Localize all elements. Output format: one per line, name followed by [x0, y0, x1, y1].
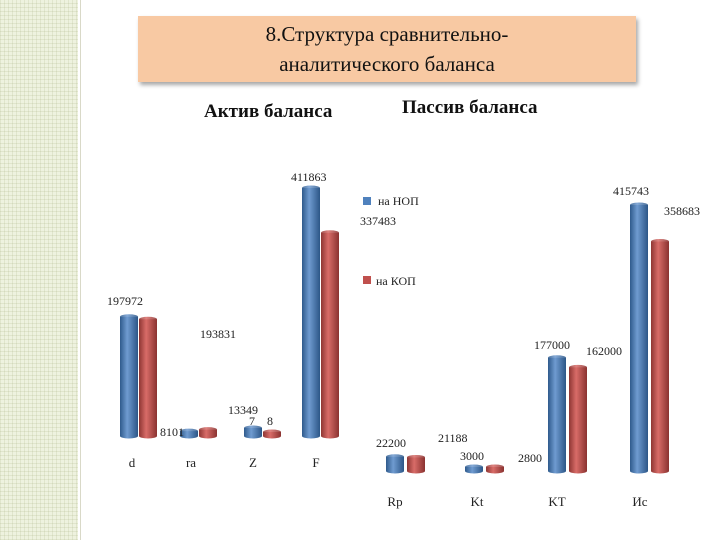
asset-data-label: 337483 [360, 214, 396, 228]
slide-title: 8.Структура сравнительно-аналитического … [265, 22, 509, 76]
liability-data-label: 358683 [664, 204, 700, 218]
liability-category-Rp: Rp [387, 494, 402, 509]
asset-bar-d-1 [120, 314, 138, 439]
liability-bar-KT-2-body [569, 367, 587, 471]
asset-bar-Z-1 [244, 425, 262, 439]
asset-data-label: 411863 [291, 170, 327, 184]
asset-data-label: 13349 [228, 403, 258, 417]
legend-label-kop: на КОП [376, 274, 416, 288]
asset-category-Z: Z [249, 455, 257, 470]
assets-heading: Актив баланса [204, 101, 333, 122]
asset-bar-d-2-body [139, 319, 157, 436]
liability-bar-Kt-1-cap [465, 464, 483, 470]
asset-bar-ra-2 [199, 427, 217, 439]
asset-bar-Z-2-cap [263, 429, 281, 435]
liability-bar-Rp-1-body [386, 456, 404, 471]
legend-swatch-kop [363, 276, 371, 284]
liabilities-heading: Пассив баланса [402, 97, 538, 118]
liability-bar-Rp-1 [386, 454, 404, 474]
asset-data-label: 8101 [160, 425, 184, 439]
liability-data-label: 21188 [438, 431, 468, 445]
asset-bar-F-2-body [321, 232, 339, 436]
asset-bar-Z-2 [263, 429, 281, 439]
liability-bar-Ис-1-cap [630, 202, 648, 208]
liability-category-Ис: Ис [632, 494, 647, 509]
legend-swatch-nop [363, 197, 371, 205]
side-pattern [0, 0, 78, 540]
liability-data-label: 3000 [460, 449, 484, 463]
liability-bar-Ис-2 [651, 239, 669, 474]
liability-data-label: 415743 [613, 184, 649, 198]
liability-bar-KT-1 [548, 355, 566, 474]
liability-bar-KT-2-cap [569, 364, 587, 370]
asset-data-label: 7 [249, 414, 255, 428]
liability-bar-KT-1-body [548, 357, 566, 471]
asset-bar-d-2 [139, 316, 157, 439]
liability-bar-Ис-2-body [651, 241, 669, 471]
liability-bar-Rp-2-cap [407, 454, 425, 460]
liability-bar-Ис-1 [630, 202, 648, 474]
asset-bar-d-1-body [120, 316, 138, 436]
asset-bar-ra-1 [180, 428, 198, 439]
asset-category-F: F [312, 455, 319, 470]
asset-bar-F-2 [321, 230, 339, 439]
asset-bar-F-1-cap [302, 185, 320, 191]
asset-data-label: 8 [267, 414, 273, 428]
liability-data-label: 177000 [534, 338, 570, 352]
liability-bar-Rp-2-body [407, 457, 425, 471]
asset-bar-F-2-cap [321, 230, 339, 236]
asset-bar-F-1 [302, 185, 320, 439]
asset-bar-d-1-cap [120, 314, 138, 320]
asset-category-ra: ra [186, 455, 196, 470]
liability-category-KT: KT [548, 494, 565, 509]
asset-bar-ra-2-body [199, 429, 217, 436]
liability-bar-Ис-2-cap [651, 239, 669, 245]
asset-bar-Z-1-body [244, 427, 262, 436]
asset-bar-ra-1-cap [180, 428, 198, 434]
asset-bar-d-2-cap [139, 316, 157, 322]
asset-bar-F-1-body [302, 188, 320, 436]
title-box: 8.Структура сравнительно-аналитического … [138, 16, 636, 82]
side-divider [80, 0, 81, 540]
liability-bar-Ис-1-body [630, 205, 648, 471]
asset-data-label: 197972 [107, 294, 143, 308]
asset-data-label: 193831 [200, 327, 236, 341]
liability-data-label: 22200 [376, 436, 406, 450]
liability-bar-KT-1-cap [548, 355, 566, 361]
liability-bar-Rp-2 [407, 454, 425, 474]
liability-data-label: 2800 [518, 451, 542, 465]
asset-bar-ra-2-cap [199, 427, 217, 433]
liability-bar-Rp-1-cap [386, 454, 404, 460]
liability-bar-Kt-2-cap [486, 464, 504, 470]
liability-data-label: 162000 [586, 344, 622, 358]
liability-bar-KT-2 [569, 364, 587, 474]
asset-bar-Z-1-cap [244, 425, 262, 431]
liability-category-Kt: Kt [471, 494, 484, 509]
liability-bar-Kt-2 [486, 464, 504, 474]
asset-category-d: d [129, 455, 136, 470]
legend-label-nop: на НОП [378, 194, 419, 208]
liability-bar-Kt-1 [465, 464, 483, 474]
